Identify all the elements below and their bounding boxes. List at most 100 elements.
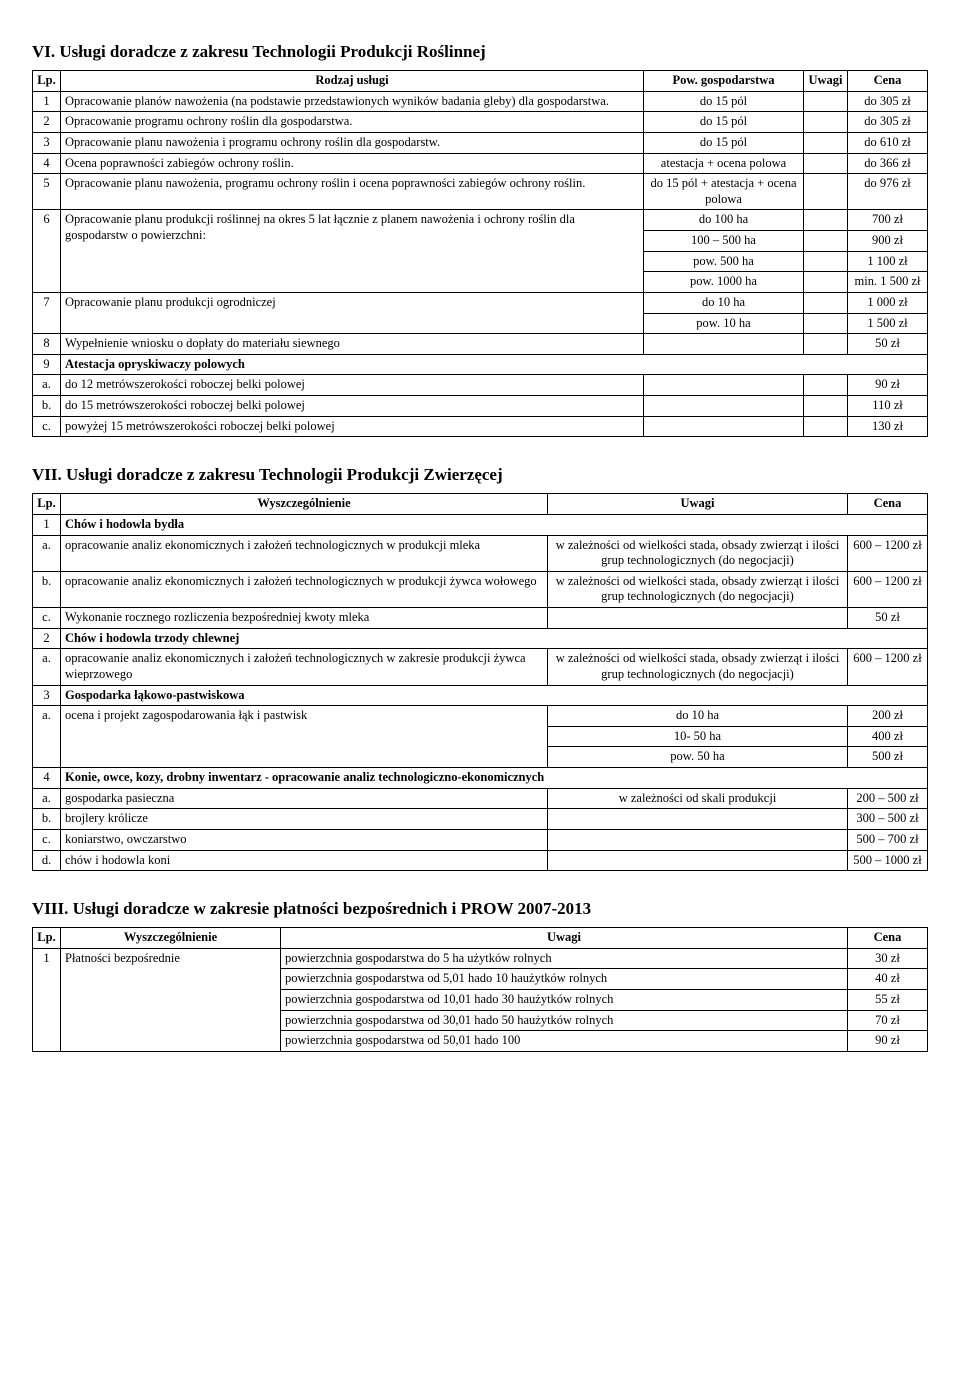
cell-uwagi xyxy=(804,132,848,153)
cell-text: Wykonanie rocznego rozliczenia bezpośred… xyxy=(61,608,548,629)
cell-text: Chów i hodowla trzody chlewnej xyxy=(61,628,928,649)
cell-cena: 90 zł xyxy=(848,375,928,396)
table-row: 4 Konie, owce, kozy, drobny inwentarz - … xyxy=(33,768,928,789)
cell-text: do 12 metrówszerokości roboczej belki po… xyxy=(61,375,644,396)
col-cena: Cena xyxy=(848,494,928,515)
cell-text: Chów i hodowla bydła xyxy=(61,514,928,535)
table-row: a. opracowanie analiz ekonomicznych i za… xyxy=(33,649,928,685)
table-row: 2 Opracowanie programu ochrony roślin dl… xyxy=(33,112,928,133)
cell-pow: do 15 pól xyxy=(644,132,804,153)
cell-pow xyxy=(644,375,804,396)
cell-lp: a. xyxy=(33,788,61,809)
cell-text: Opracowanie planu produkcji roślinnej na… xyxy=(61,210,644,293)
cell-cena: 1 100 zł xyxy=(848,251,928,272)
cell-cena: 700 zł xyxy=(848,210,928,231)
cell-cena: do 305 zł xyxy=(848,112,928,133)
table-row: a. opracowanie analiz ekonomicznych i za… xyxy=(33,535,928,571)
col-lp: Lp. xyxy=(33,71,61,92)
cell-text: Wypełnienie wniosku o dopłaty do materia… xyxy=(61,334,644,355)
col-lp: Lp. xyxy=(33,494,61,515)
cell-lp: c. xyxy=(33,416,61,437)
cell-cena: 500 – 1000 zł xyxy=(848,850,928,871)
cell-cena: 90 zł xyxy=(848,1031,928,1052)
cell-cena: 300 – 500 zł xyxy=(848,809,928,830)
table-row: 2 Chów i hodowla trzody chlewnej xyxy=(33,628,928,649)
table-row: 7 Opracowanie planu produkcji ogrodnicze… xyxy=(33,292,928,313)
col-uwagi: Uwagi xyxy=(281,928,848,949)
cell-uwagi xyxy=(804,174,848,210)
cell-pow: pow. 1000 ha xyxy=(644,272,804,293)
cell-cena: do 976 zł xyxy=(848,174,928,210)
table-row: c. koniarstwo, owczarstwo 500 – 700 zł xyxy=(33,829,928,850)
cell-uwagi: powierzchnia gospodarstwa od 5,01 hado 1… xyxy=(281,969,848,990)
cell-uwagi xyxy=(804,112,848,133)
table-row: a. ocena i projekt zagospodarowania łąk … xyxy=(33,706,928,727)
cell-text: Atestacja opryskiwaczy polowych xyxy=(61,354,928,375)
cell-text: Opracowanie planu produkcji ogrodniczej xyxy=(61,292,644,333)
table-row: 1 Chów i hodowla bydła xyxy=(33,514,928,535)
section-8-table: Lp. Wyszczególnienie Uwagi Cena 1 Płatno… xyxy=(32,927,928,1052)
cell-uwagi: powierzchnia gospodarstwa od 50,01 hado … xyxy=(281,1031,848,1052)
cell-pow xyxy=(644,396,804,417)
cell-text: ocena i projekt zagospodarowania łąk i p… xyxy=(61,706,548,768)
col-cena: Cena xyxy=(848,928,928,949)
cell-pow: do 15 pól + atestacja + ocena polowa xyxy=(644,174,804,210)
cell-lp: 1 xyxy=(33,514,61,535)
table-row: 3 Opracowanie planu nawożenia i programu… xyxy=(33,132,928,153)
table-row: 4 Ocena poprawności zabiegów ochrony roś… xyxy=(33,153,928,174)
cell-pow: pow. 10 ha xyxy=(644,313,804,334)
table-row: b. brojlery królicze 300 – 500 zł xyxy=(33,809,928,830)
table-row: 9 Atestacja opryskiwaczy polowych xyxy=(33,354,928,375)
table-row: a. gospodarka pasieczna w zależności od … xyxy=(33,788,928,809)
cell-lp: a. xyxy=(33,706,61,768)
cell-lp: 6 xyxy=(33,210,61,293)
cell-lp: 1 xyxy=(33,948,61,1051)
cell-cena: do 305 zł xyxy=(848,91,928,112)
table-row: c. Wykonanie rocznego rozliczenia bezpoś… xyxy=(33,608,928,629)
cell-uwagi xyxy=(804,210,848,231)
cell-text: Gospodarka łąkowo-pastwiskowa xyxy=(61,685,928,706)
cell-lp: a. xyxy=(33,375,61,396)
cell-text: powyżej 15 metrówszerokości roboczej bel… xyxy=(61,416,644,437)
table-row: d. chów i hodowla koni 500 – 1000 zł xyxy=(33,850,928,871)
cell-cena: 130 zł xyxy=(848,416,928,437)
cell-text: opracowanie analiz ekonomicznych i założ… xyxy=(61,535,548,571)
cell-text: Płatności bezpośrednie xyxy=(61,948,281,1051)
cell-cena: 70 zł xyxy=(848,1010,928,1031)
cell-uwagi: w zależności od skali produkcji xyxy=(548,788,848,809)
cell-cena: 50 zł xyxy=(848,334,928,355)
table-row: 1 Opracowanie planów nawożenia (na podst… xyxy=(33,91,928,112)
cell-uwagi: w zależności od wielkości stada, obsady … xyxy=(548,649,848,685)
cell-cena: min. 1 500 zł xyxy=(848,272,928,293)
col-lp: Lp. xyxy=(33,928,61,949)
cell-text: opracowanie analiz ekonomicznych i założ… xyxy=(61,571,548,607)
cell-text: brojlery królicze xyxy=(61,809,548,830)
cell-text: Opracowanie programu ochrony roślin dla … xyxy=(61,112,644,133)
cell-uwagi xyxy=(804,396,848,417)
cell-lp: 5 xyxy=(33,174,61,210)
cell-text: Opracowanie planu nawożenia, programu oc… xyxy=(61,174,644,210)
table-row: c. powyżej 15 metrówszerokości roboczej … xyxy=(33,416,928,437)
cell-uwagi: w zależności od wielkości stada, obsady … xyxy=(548,571,848,607)
cell-uwagi xyxy=(804,313,848,334)
cell-cena: 600 – 1200 zł xyxy=(848,649,928,685)
section-8-title: VIII. Usługi doradcze w zakresie płatnoś… xyxy=(32,899,928,919)
table-row: 5 Opracowanie planu nawożenia, programu … xyxy=(33,174,928,210)
cell-lp: 9 xyxy=(33,354,61,375)
cell-cena: 600 – 1200 zł xyxy=(848,535,928,571)
cell-lp: 1 xyxy=(33,91,61,112)
cell-pow xyxy=(644,334,804,355)
cell-pow: do 10 ha xyxy=(644,292,804,313)
cell-uwagi xyxy=(804,91,848,112)
cell-lp: c. xyxy=(33,829,61,850)
col-uwagi: Uwagi xyxy=(548,494,848,515)
table-header-row: Lp. Wyszczególnienie Uwagi Cena xyxy=(33,494,928,515)
section-7-title: VII. Usługi doradcze z zakresu Technolog… xyxy=(32,465,928,485)
cell-cena: 40 zł xyxy=(848,969,928,990)
cell-uwagi: powierzchnia gospodarstwa do 5 ha użytkó… xyxy=(281,948,848,969)
cell-lp: 3 xyxy=(33,132,61,153)
cell-lp: b. xyxy=(33,396,61,417)
cell-lp: 2 xyxy=(33,628,61,649)
cell-uwagi xyxy=(548,809,848,830)
cell-lp: c. xyxy=(33,608,61,629)
